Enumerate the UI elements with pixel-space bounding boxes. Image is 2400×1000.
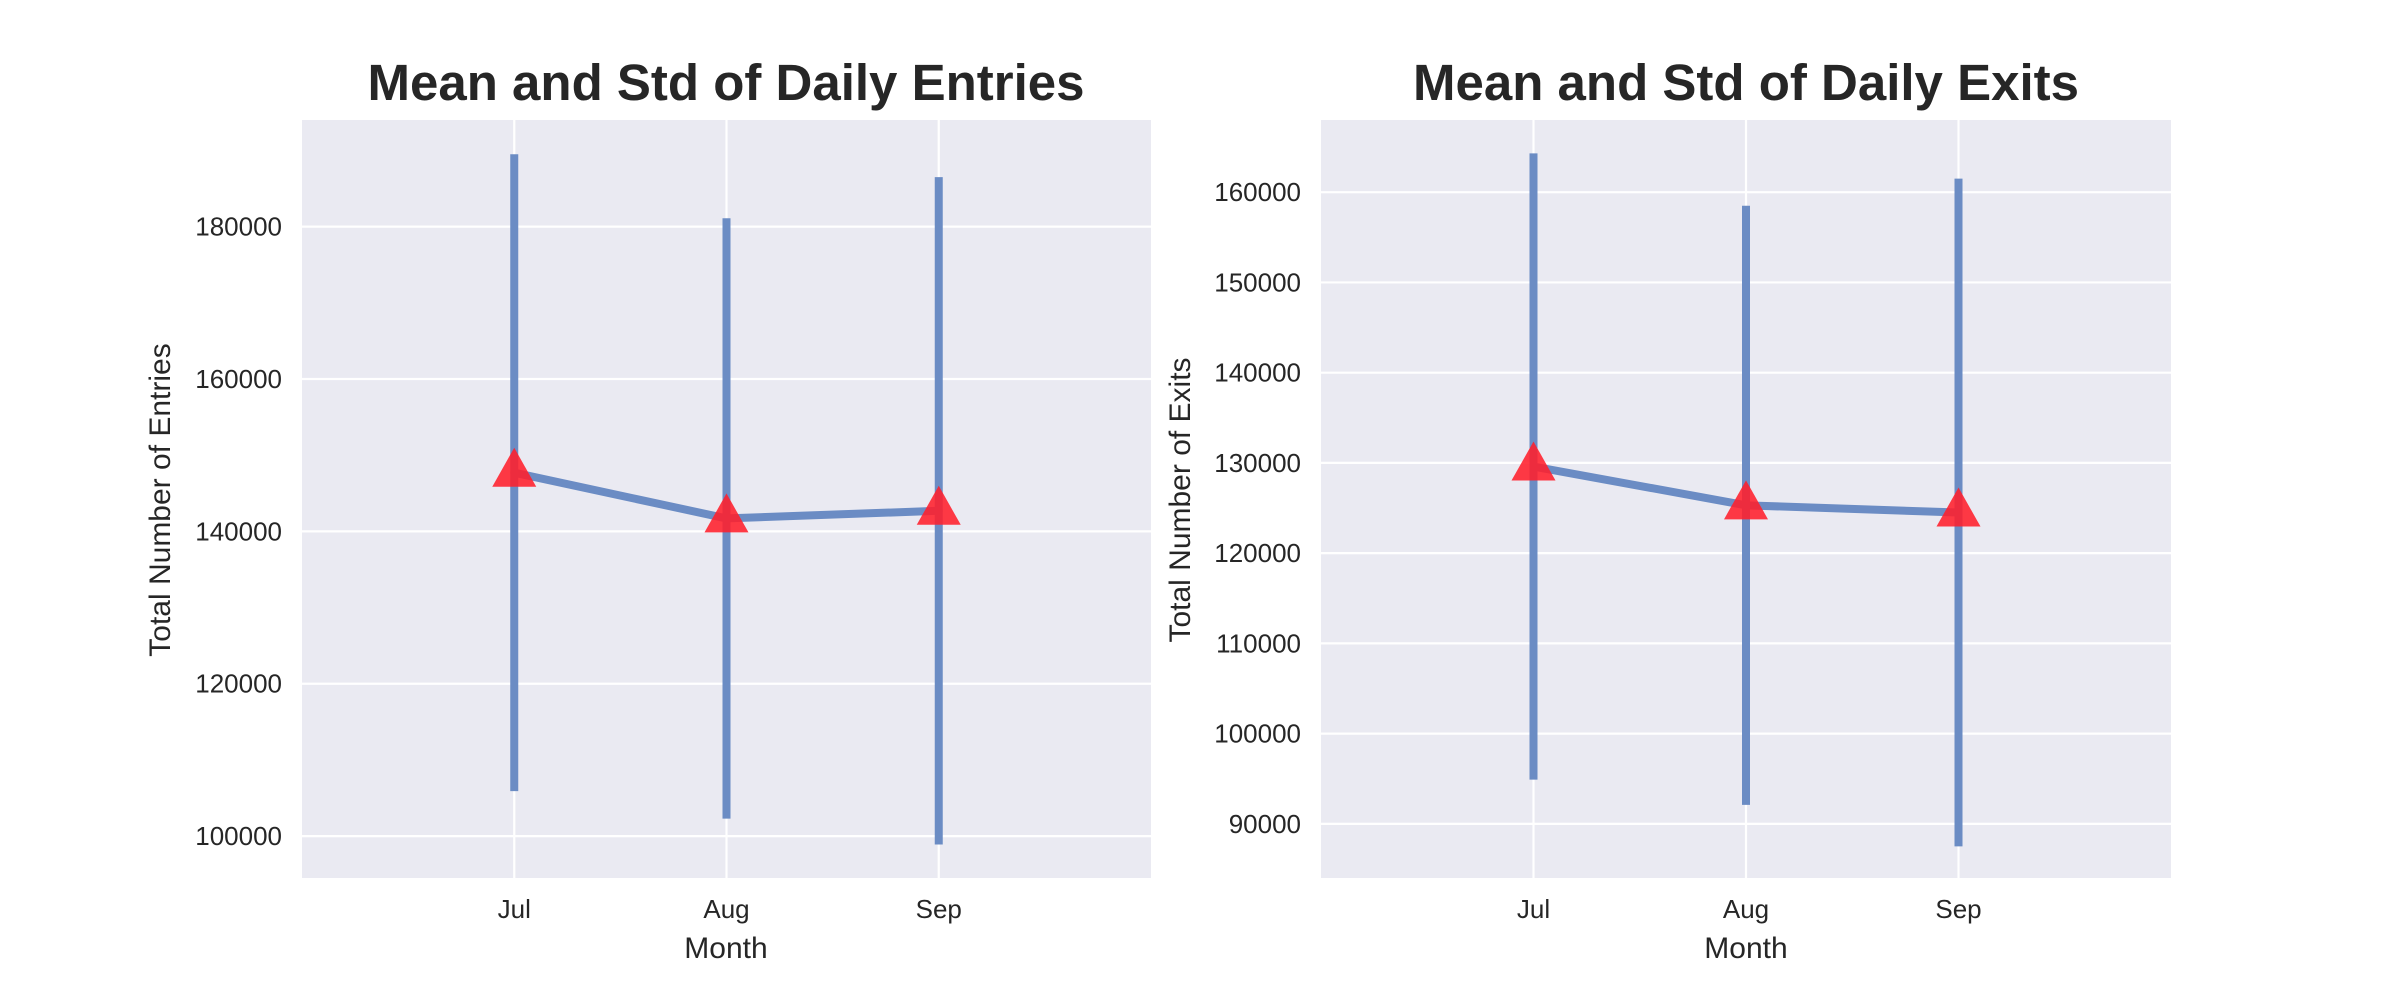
y-tick-label: 160000: [195, 364, 282, 394]
y-tick-label: 150000: [1214, 267, 1301, 297]
mean-marker: [1936, 487, 1981, 527]
y-tick-label: 100000: [195, 821, 282, 851]
x-tick-label: Sep: [916, 894, 962, 924]
x-tick-label: Aug: [1723, 894, 1769, 924]
y-tick-label: 120000: [195, 669, 282, 699]
y-tick-label: 180000: [195, 212, 282, 242]
y-tick-label: 140000: [195, 516, 282, 546]
x-tick-label: Jul: [1517, 894, 1550, 924]
plot-area: 90000 100000 110000 120000 130000 140000 15000…: [1214, 120, 2171, 924]
mean-marker: [1511, 441, 1556, 481]
y-tick-label: 90000: [1229, 809, 1301, 839]
y-tick-label: 140000: [1214, 358, 1301, 388]
chart-title: Mean and Std of Daily Entries: [368, 54, 1085, 111]
chart-title: Mean and Std of Daily Exits: [1413, 54, 2079, 111]
y-tick-label: 110000: [1216, 628, 1301, 658]
y-tick-label: 100000: [1214, 719, 1301, 749]
mean-marker: [916, 485, 961, 525]
x-tick-label: Aug: [703, 894, 749, 924]
x-axis-label: Month: [684, 932, 767, 965]
mean-marker: [704, 493, 749, 533]
y-tick-label: 120000: [1214, 538, 1301, 568]
x-tick-label: Sep: [1935, 894, 1981, 924]
plot-area: 100000 120000 140000 160000 180000 Jul Aug Sep: [195, 120, 1151, 924]
y-axis-label: Total Number of Exits: [1164, 357, 1197, 642]
y-axis-label: Total Number of Entries: [144, 343, 177, 656]
exits-chart: 90000 100000 110000 120000 130000 140000 15000…: [1164, 54, 2171, 965]
x-tick-label: Jul: [498, 894, 531, 924]
x-axis-label: Month: [1704, 932, 1787, 965]
mean-marker: [1724, 480, 1768, 520]
mean-marker: [492, 447, 537, 487]
y-tick-label: 130000: [1214, 448, 1301, 478]
y-tick-label: 160000: [1214, 177, 1301, 207]
